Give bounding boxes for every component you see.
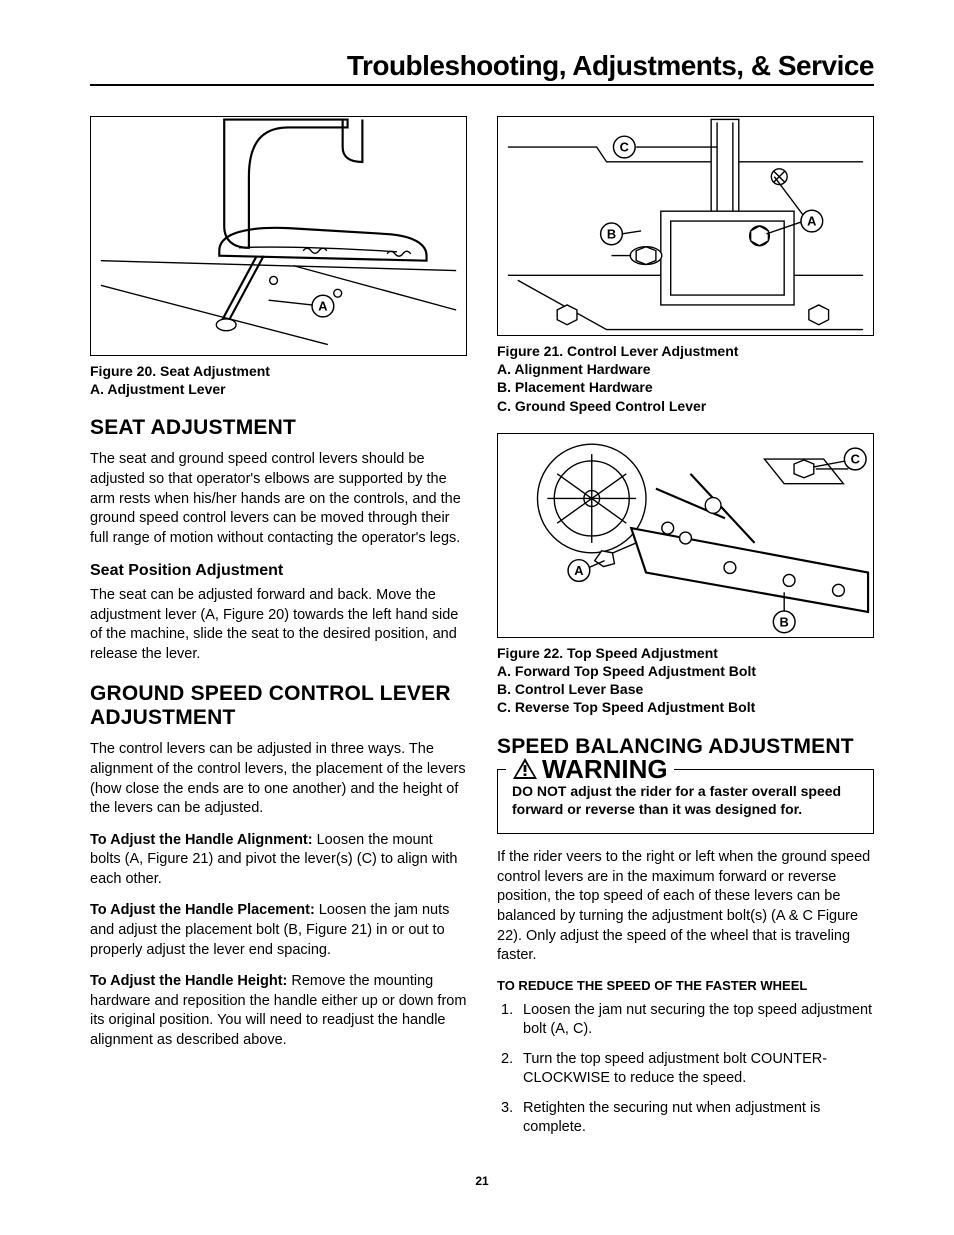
right-column: B A C Figure 21. Control Lever Adjustmen… [497, 116, 874, 1148]
fig20-caption-line2: A. Adjustment Lever [90, 380, 467, 398]
callout-b: B [780, 614, 789, 629]
figure-21-caption: Figure 21. Control Lever Adjustment A. A… [497, 342, 874, 415]
figure-22: A B C [497, 433, 874, 638]
warning-box: WARNING DO NOT adjust the rider for a fa… [497, 769, 874, 835]
ground-speed-heading: GROUND SPEED CONTROL LEVER ADJUSTMENT [90, 682, 467, 730]
placement-bolt [611, 247, 661, 265]
header-rule [90, 84, 874, 86]
step-3: Retighten the securing nut when adjustme… [501, 1099, 874, 1138]
left-column: A Figure 20. Seat Adjustment A. Adjustme… [90, 116, 467, 1148]
fig21-caption-line1: Figure 21. Control Lever Adjustment [497, 342, 874, 360]
ground-p4-lead: To Adjust the Handle Height: [90, 973, 287, 989]
warning-label: WARNING [506, 754, 674, 785]
steps-list: Loosen the jam nut securing the top spee… [497, 1001, 874, 1138]
ground-p3: To Adjust the Handle Placement: Loosen t… [90, 901, 467, 960]
callout-a: A [574, 563, 583, 578]
callout-c: C [620, 140, 629, 155]
ground-p3-lead: To Adjust the Handle Placement: [90, 902, 315, 918]
control-lever-diagram-svg: B A C [498, 117, 873, 335]
callout-c: C [851, 451, 860, 466]
warning-text: DO NOT adjust the rider for a faster ove… [512, 782, 859, 820]
page: Troubleshooting, Adjustments, & Service [0, 0, 954, 1228]
ground-p1: The control levers can be adjusted in th… [90, 740, 467, 818]
fig22-caption-line3: B. Control Lever Base [497, 680, 874, 698]
ground-p4: To Adjust the Handle Height: Remove the … [90, 972, 467, 1050]
callout-b: B [607, 226, 616, 241]
seat-diagram-svg: A [91, 117, 466, 355]
page-number: 21 [90, 1174, 874, 1188]
figure-20: A [90, 116, 467, 356]
steps-heading: TO REDUCE THE SPEED OF THE FASTER WHEEL [497, 978, 874, 993]
two-column-layout: A Figure 20. Seat Adjustment A. Adjustme… [90, 116, 874, 1148]
fig20-caption-line1: Figure 20. Seat Adjustment [90, 362, 467, 380]
figure-20-caption: Figure 20. Seat Adjustment A. Adjustment… [90, 362, 467, 398]
step-2: Turn the top speed adjustment bolt COUNT… [501, 1050, 874, 1089]
fig22-caption-line4: C. Reverse Top Speed Adjustment Bolt [497, 698, 874, 716]
warning-icon [512, 757, 538, 781]
speed-p1: If the rider veers to the right or left … [497, 848, 874, 965]
warning-label-text: WARNING [542, 754, 668, 785]
ground-p2-lead: To Adjust the Handle Alignment: [90, 832, 313, 848]
seat-position-p: The seat can be adjusted forward and bac… [90, 586, 467, 664]
alignment-bolt-lower [750, 226, 770, 246]
fig22-caption-line2: A. Forward Top Speed Adjustment Bolt [497, 662, 874, 680]
fig21-caption-line4: C. Ground Speed Control Lever [497, 397, 874, 415]
callout-a: A [807, 214, 816, 229]
seat-adjustment-p1: The seat and ground speed control levers… [90, 450, 467, 548]
fig22-caption-line1: Figure 22. Top Speed Adjustment [497, 644, 874, 662]
ground-p2: To Adjust the Handle Alignment: Loosen t… [90, 831, 467, 890]
fig21-caption-line2: A. Alignment Hardware [497, 360, 874, 378]
section-header: Troubleshooting, Adjustments, & Service [90, 50, 874, 82]
top-speed-diagram-svg: A B C [498, 434, 873, 637]
figure-22-caption: Figure 22. Top Speed Adjustment A. Forwa… [497, 644, 874, 717]
fig21-caption-line3: B. Placement Hardware [497, 378, 874, 396]
seat-adjustment-heading: SEAT ADJUSTMENT [90, 416, 467, 440]
step-1: Loosen the jam nut securing the top spee… [501, 1001, 874, 1040]
figure-21: B A C [497, 116, 874, 336]
callout-a: A [318, 299, 327, 314]
seat-position-subheading: Seat Position Adjustment [90, 562, 467, 580]
